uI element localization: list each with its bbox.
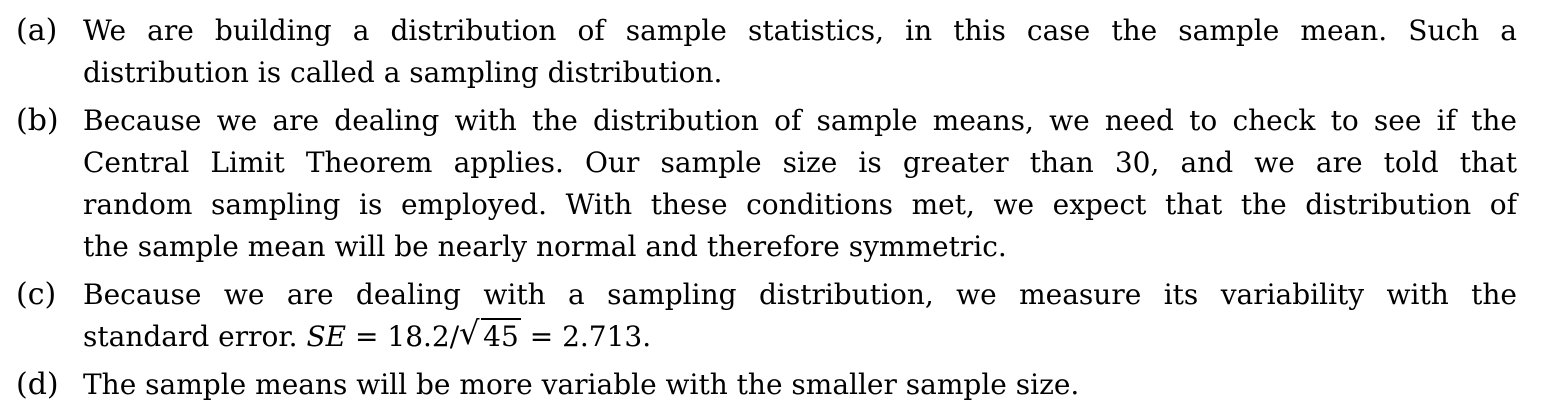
- item-label: (b): [16, 103, 59, 138]
- text-line: distribution is called a sampling distri…: [83, 56, 723, 89]
- text-line: Because we are dealing with a sampling d…: [83, 278, 1517, 311]
- square-root-icon: √ 45: [459, 314, 521, 358]
- radical-sign: √: [459, 314, 480, 352]
- item-body: We are building a distribution of sample…: [83, 10, 1517, 94]
- formula-result: = 2.713.: [529, 320, 652, 353]
- text-line: Central Limit Theorem applies. Our sampl…: [83, 146, 1517, 179]
- text-line: Because we are dealing with the distribu…: [83, 104, 1517, 137]
- formula-line: standard error. SE = 18.2/√ 45 = 2.713.: [83, 314, 1517, 358]
- item-body: The sample means will be more variable w…: [83, 364, 1517, 406]
- text-line: random sampling is employed. With these …: [83, 188, 1517, 221]
- item-label: (a): [16, 13, 58, 48]
- text-line: the sample mean will be nearly normal an…: [83, 230, 1007, 263]
- radicand: 45: [481, 318, 521, 353]
- text-line: The sample means will be more variable w…: [83, 368, 1080, 401]
- item-body: Because we are dealing with a sampling d…: [83, 274, 1517, 358]
- item-label: (c): [16, 277, 57, 312]
- item-body: Because we are dealing with the distribu…: [83, 100, 1517, 268]
- formula-variable: SE: [306, 320, 347, 353]
- formula-lead-text: standard error.: [83, 320, 298, 353]
- item-label: (d): [16, 367, 59, 402]
- text-line: We are building a distribution of sample…: [83, 14, 1517, 47]
- formula-equation: = 18.2/: [355, 320, 460, 353]
